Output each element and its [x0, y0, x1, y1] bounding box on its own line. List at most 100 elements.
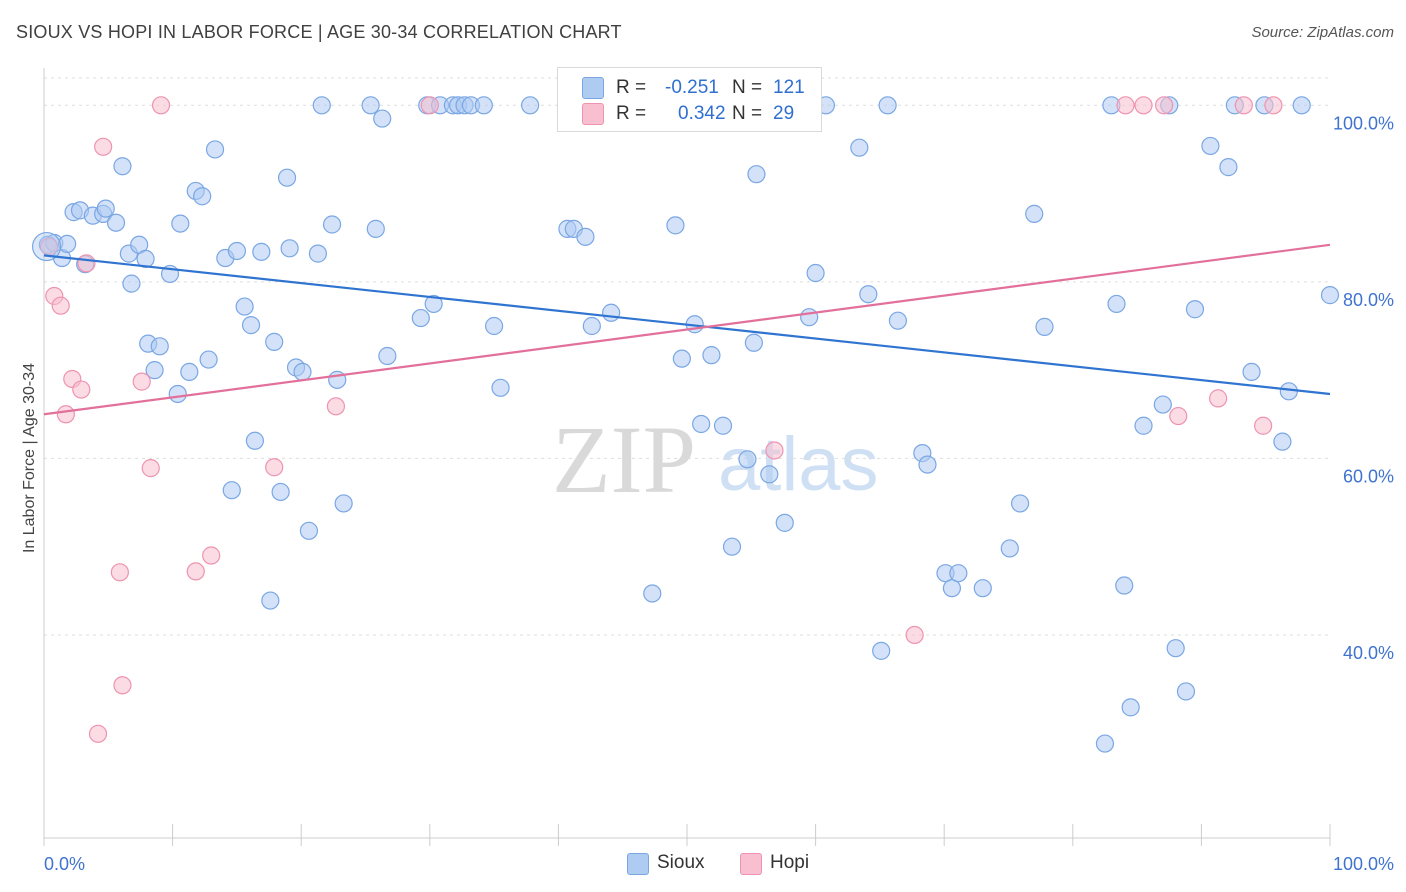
sioux-point: [1320, 286, 1340, 305]
y-tick-label: 60.0%: [1343, 466, 1394, 486]
sioux-point: [888, 311, 908, 330]
sioux-point: [692, 414, 711, 434]
sioux-point: [1000, 539, 1019, 558]
sioux-legend-swatch: [627, 853, 649, 875]
sioux-legend-label: Sioux: [657, 852, 705, 873]
hopi-point: [202, 546, 221, 565]
hopi-point: [1234, 96, 1253, 115]
hopi-point: [1264, 96, 1283, 115]
sioux-point: [1115, 576, 1134, 595]
sioux-point: [775, 513, 794, 532]
n-label: N =: [732, 103, 763, 124]
sioux-point: [193, 187, 212, 206]
hopi-point: [1134, 96, 1153, 115]
sioux-point: [942, 579, 962, 598]
sioux-trend-line: [43, 254, 1331, 396]
sioux-point: [973, 579, 992, 598]
sioux-point: [485, 316, 504, 336]
sioux-point: [1201, 136, 1220, 156]
sioux-point: [378, 346, 397, 366]
hopi-point: [51, 296, 70, 315]
hopi-n-value: 29: [773, 103, 795, 124]
sioux-point: [252, 242, 271, 261]
hopi-point: [186, 562, 205, 581]
sioux-point: [235, 297, 254, 316]
sioux-point: [1121, 698, 1140, 717]
hopi-legend-label: Hopi: [770, 852, 810, 873]
hopi-point: [765, 441, 784, 460]
sioux-point: [122, 274, 141, 293]
hopi-legend-swatch: [740, 853, 762, 875]
sioux-point: [949, 564, 968, 583]
hopi-point: [420, 96, 439, 115]
sioux-point: [227, 241, 246, 261]
sioux-point: [361, 96, 380, 115]
series-legend: Sioux Hopi: [0, 852, 1406, 876]
sioux-point: [366, 219, 385, 238]
sioux-point: [168, 384, 187, 404]
sioux-point: [806, 263, 825, 283]
sioux-point: [1279, 382, 1298, 401]
sioux-point: [261, 591, 280, 610]
hopi-point: [141, 459, 160, 478]
sioux-point: [1185, 300, 1205, 319]
sioux-point: [96, 199, 115, 218]
sioux-point: [602, 303, 621, 322]
tick-labels: 100.0% 80.0% 60.0% 40.0% 0.0% 100.0%: [44, 113, 1394, 874]
sioux-point: [411, 308, 430, 328]
sioux-point: [918, 455, 937, 474]
sioux-point: [145, 361, 164, 380]
sioux-point: [424, 294, 443, 314]
hopi-point: [77, 254, 96, 273]
sioux-point: [859, 285, 878, 304]
sioux-point: [373, 109, 392, 128]
zipatlas-watermark: ZIP atlas: [552, 406, 879, 513]
sioux-point: [265, 332, 284, 351]
stats-legend: R = -0.251 N = 121 R = 0.342 N = 29: [557, 67, 822, 132]
chart-title: SIOUX VS HOPI IN LABOR FORCE | AGE 30-34…: [16, 22, 622, 42]
sioux-point: [280, 239, 299, 258]
sioux-point: [1010, 494, 1030, 513]
sioux-point: [1242, 362, 1261, 382]
hopi-point: [265, 458, 284, 477]
sioux-swatch: [582, 77, 604, 99]
sioux-point: [872, 641, 891, 660]
hopi-point: [56, 405, 75, 424]
watermark-zip: ZIP: [552, 406, 696, 513]
sioux-point: [666, 216, 685, 235]
sioux-point: [878, 96, 897, 115]
y-tick-label: 100.0%: [1333, 113, 1394, 133]
axes: [43, 68, 1331, 846]
sioux-point: [150, 337, 169, 356]
sioux-point: [582, 316, 601, 336]
sioux-point: [277, 168, 297, 187]
sioux-point: [760, 465, 779, 484]
y-tick-label: 40.0%: [1343, 643, 1394, 663]
r-label: R =: [616, 103, 647, 124]
hopi-point: [1209, 389, 1228, 408]
hopi-point: [1169, 406, 1188, 426]
sioux-point: [308, 244, 328, 263]
sioux-point: [171, 214, 190, 233]
sioux-point: [643, 584, 662, 603]
r-label: R =: [616, 77, 647, 98]
hopi-point: [1254, 416, 1273, 435]
sioux-point: [722, 537, 742, 556]
hopi-point: [88, 724, 108, 743]
sioux-point: [1107, 294, 1126, 314]
x-tick-label: 0.0%: [44, 854, 85, 874]
y-tick-label: 80.0%: [1343, 290, 1394, 310]
sioux-point: [738, 450, 757, 469]
sioux-point: [106, 213, 126, 232]
sioux-point: [576, 227, 595, 246]
hopi-point: [110, 563, 129, 582]
sioux-point: [222, 481, 241, 500]
sioux-point: [113, 157, 132, 176]
sioux-point: [1134, 416, 1153, 435]
sioux-point-large: [31, 231, 62, 262]
sioux-point: [1292, 96, 1311, 115]
sioux-point: [1025, 204, 1044, 223]
sioux-point: [1176, 682, 1196, 701]
hopi-points: [40, 96, 1283, 743]
